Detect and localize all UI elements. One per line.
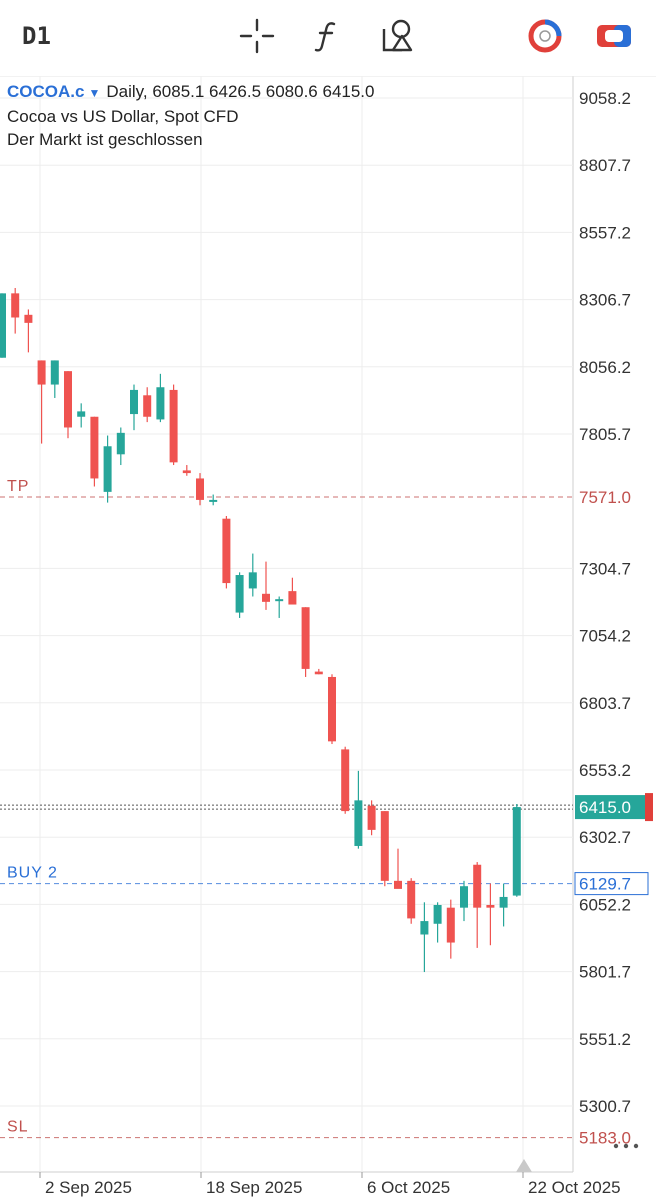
candle-body (235, 575, 244, 613)
more-dots-icon (623, 1143, 629, 1149)
candle-body (24, 314, 33, 323)
more-dots-icon (633, 1143, 639, 1149)
candle-body (248, 572, 257, 589)
candle-body (433, 904, 442, 924)
candle-body (103, 446, 112, 492)
y-tick-label: 6803.7 (579, 694, 631, 713)
candle-body (301, 607, 310, 669)
candle-body (90, 416, 99, 479)
y-tick-label: 7304.7 (579, 559, 631, 578)
candle-body (50, 360, 59, 385)
candle-body (130, 389, 138, 415)
crosshair-icon[interactable] (237, 16, 277, 56)
candle-body (143, 395, 152, 417)
y-tick-label: 9058.2 (579, 89, 631, 108)
candle-body (354, 800, 363, 846)
current-price-marker (645, 793, 653, 822)
level-label: TP (7, 478, 29, 495)
y-tick-label: 8557.2 (579, 223, 631, 242)
symbol-description: Cocoa vs US Dollar, Spot CFD (7, 107, 239, 126)
candle-body (380, 811, 389, 881)
candle-body (64, 371, 72, 428)
candle-body (196, 478, 204, 500)
y-tick-label: 8306.7 (579, 291, 631, 310)
y-tick-label: 8056.2 (579, 358, 631, 377)
y-tick-label: 5300.7 (579, 1097, 631, 1116)
y-tick-label: 6302.7 (579, 828, 631, 847)
candle-body (262, 593, 270, 602)
candle-body (394, 880, 402, 889)
level-price-label: 6129.7 (579, 875, 631, 894)
candle-body (341, 749, 350, 812)
candle-body (486, 904, 495, 908)
candle-body (116, 432, 125, 455)
y-tick-label: 7805.7 (579, 425, 631, 444)
toolbar: D1 (0, 0, 656, 76)
symbol-info: COCOA.c ▼ Daily, 6085.1 6426.5 6080.6 6415… (7, 82, 374, 102)
candle-body (222, 518, 231, 584)
y-tick-label: 5551.2 (579, 1030, 631, 1049)
candle-body (512, 807, 521, 896)
chevron-down-icon[interactable]: ▼ (88, 86, 101, 100)
current-price-label: 6415.0 (579, 798, 631, 817)
level-price-label: 5183.0 (579, 1129, 631, 1148)
current-price-box (575, 795, 648, 820)
ohlc-readout: Daily, 6085.1 6426.5 6080.6 6415.0 (106, 82, 375, 101)
x-tick-label: 22 Oct 2025 (528, 1178, 621, 1197)
x-tick-label: 6 Oct 2025 (367, 1178, 450, 1197)
candle-body (473, 864, 482, 908)
objects-icon[interactable] (378, 16, 418, 56)
timeframe-label[interactable]: D1 (22, 22, 51, 50)
candle-body (288, 591, 297, 605)
candle-body (11, 293, 20, 318)
candle-body (182, 470, 191, 474)
candle-body (407, 880, 416, 919)
candle-body (460, 886, 468, 908)
level-price-label: 7571.0 (579, 488, 631, 507)
more-dots-icon (613, 1143, 619, 1149)
level-label: SL (7, 1119, 29, 1136)
candle-body (314, 671, 323, 675)
y-tick-label: 8807.7 (579, 156, 631, 175)
candle-body (275, 599, 284, 602)
x-tick-label: 2 Sep 2025 (45, 1178, 132, 1197)
level-price-box (574, 872, 649, 896)
function-icon[interactable] (307, 16, 347, 56)
candle-body (328, 676, 336, 742)
candle-body (420, 921, 429, 935)
candle-body (0, 293, 6, 358)
level-label: BUY 2 (7, 865, 58, 882)
y-tick-label: 7054.2 (579, 627, 631, 646)
candle-body (77, 411, 86, 417)
trade-indicator-icon[interactable] (525, 16, 565, 56)
y-tick-label: 5801.7 (579, 963, 631, 982)
candle-body (169, 389, 178, 463)
scroll-marker-icon (516, 1159, 532, 1172)
candle-body (499, 896, 508, 908)
candle-body (209, 499, 218, 502)
y-tick-label: 6553.2 (579, 761, 631, 780)
toggle-icon[interactable] (594, 16, 634, 56)
candle-body (37, 360, 46, 385)
y-tick-label: 6052.2 (579, 895, 631, 914)
x-tick-label: 18 Sep 2025 (206, 1178, 302, 1197)
candle-body (156, 387, 165, 420)
candle-body (446, 907, 455, 943)
symbol-name[interactable]: COCOA.c (7, 82, 85, 101)
market-status: Der Markt ist geschlossen (7, 130, 203, 149)
candle-body (367, 805, 376, 830)
